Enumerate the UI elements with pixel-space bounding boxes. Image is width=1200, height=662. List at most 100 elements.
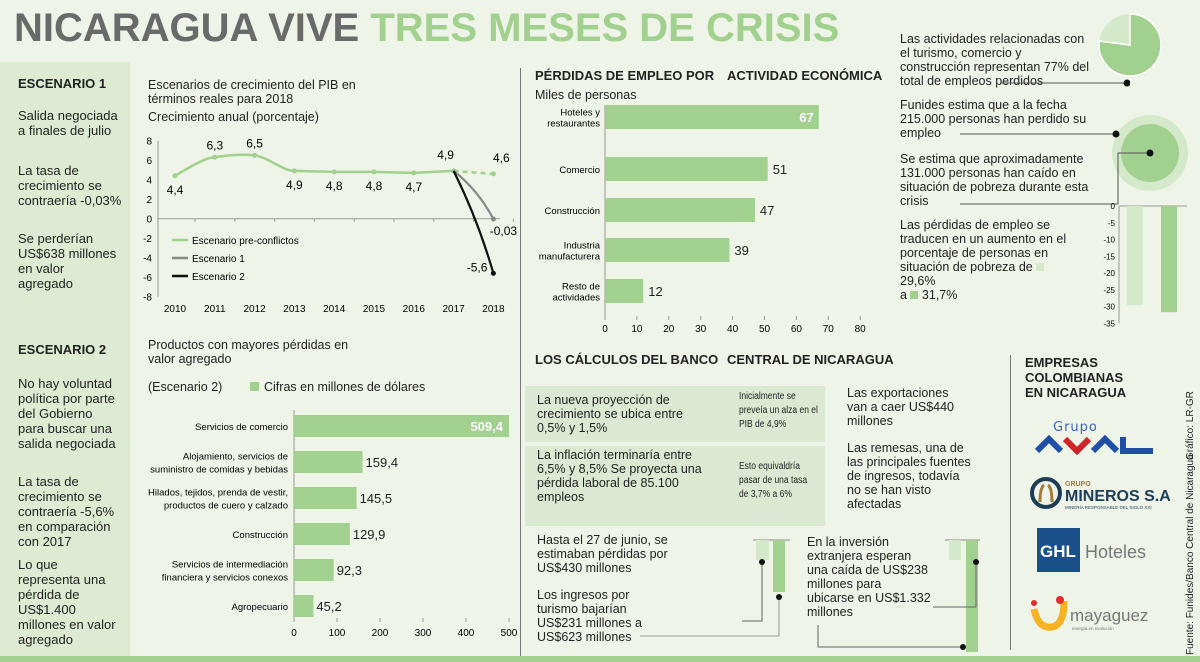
bank-inflation-note: Esto equivaldría pasar de una tasa de 3,…: [739, 461, 808, 500]
svg-text:MINERÍA RESPONSABLE DEL SIGLO: MINERÍA RESPONSABLE DEL SIGLO XXI: [1065, 504, 1152, 510]
bar: [294, 595, 314, 617]
scenario2-text3: Lo que representa una pérdida de US$1.40…: [18, 557, 116, 647]
employment-heading1: PÉRDIDAS DE EMPLEO POR: [535, 68, 715, 83]
bank-growth-text: La nueva proyección de crecimiento se ub…: [537, 393, 683, 435]
value-label: 45,2: [316, 599, 341, 614]
x-tick-label: 2015: [363, 304, 386, 315]
line-chart-subtitle: Crecimiento anual (porcentaje): [148, 110, 319, 124]
scenario-column: [0, 62, 130, 662]
poverty-bar-chart: 0 -5 -10 -15 -20 -25 -30 -35: [1103, 202, 1187, 328]
y-tick-label: -35: [1103, 319, 1115, 328]
swatch-after: [910, 291, 919, 299]
svg-text:MINEROS S.A.: MINEROS S.A.: [1065, 488, 1170, 505]
page-title: NICARAGUA VIVE TRES MESES DE CRISIS: [14, 6, 839, 51]
y-tick-label: -6: [143, 273, 152, 284]
category-label: Agropecuario: [231, 602, 288, 613]
y-tick-label: -10: [1103, 236, 1115, 245]
data-point: [411, 170, 417, 176]
x-tick-label: 60: [791, 324, 803, 335]
june-losses-text: Hasta el 27 de junio, se estimaban pérdi…: [537, 533, 668, 575]
scenario1-text2: La tasa de crecimiento se contraería -0,…: [18, 163, 122, 208]
x-tick-label: 2014: [323, 304, 346, 315]
data-label: 4,8: [326, 179, 343, 193]
bank-box-inflation: [525, 446, 825, 526]
x-tick-label: 2012: [243, 304, 266, 315]
svg-text:GHL: GHL: [1040, 542, 1076, 561]
scenario1-text3: Se perderían US$638 millones en valor ag…: [18, 231, 117, 291]
value-label: 509,4: [470, 419, 503, 434]
bar: [605, 105, 819, 129]
value-label: 159,4: [366, 455, 399, 470]
value-label: 67: [799, 110, 813, 125]
x-tick-label: 0: [602, 324, 608, 335]
connector-dot: [1146, 149, 1154, 157]
data-label: 6,5: [246, 136, 263, 150]
y-tick-label: -2: [143, 234, 152, 245]
data-label: 4,4: [167, 183, 184, 197]
bank-bars: [640, 539, 980, 652]
category-label: suministro de comidas y bebidas: [150, 465, 288, 476]
y-tick-label: -4: [143, 254, 152, 265]
value-label: 39: [734, 243, 748, 258]
svg-text:GRUPO: GRUPO: [1065, 481, 1091, 488]
y-tick-label: 4: [146, 176, 152, 187]
svg-text:energía en evolución: energía en evolución: [1072, 626, 1114, 631]
poverty-increase-text: Las pérdidas de empleo se traducen en un…: [900, 218, 1080, 302]
bar: [605, 157, 768, 181]
bar: [605, 198, 755, 222]
poverty-increase-label: Las pérdidas de empleo se traducen en un…: [900, 218, 1067, 274]
legend-label: Escenario 2: [192, 272, 245, 283]
data-point: [490, 216, 496, 222]
poverty-before: 29,6%: [900, 274, 936, 288]
logo-ghl-hoteles: GHL Hoteles: [1037, 528, 1167, 573]
scenario2-text1: No hay voluntad política por parte del G…: [18, 376, 116, 451]
category-label: actividades: [552, 293, 600, 304]
title-part2: TRES MESES DE CRISIS: [370, 6, 840, 50]
x-tick-label: 20: [663, 324, 675, 335]
data-point: [252, 152, 258, 158]
y-tick-label: 0: [1111, 202, 1116, 211]
legend-label: Cifras en millones de dólares: [264, 380, 426, 394]
y-tick-label: -5: [1108, 219, 1116, 228]
series-pre-conflict-projection: [453, 169, 494, 176]
bar-investment-238: [949, 540, 961, 560]
x-tick-label: 2010: [164, 304, 187, 315]
category-label: Hoteles y: [560, 108, 600, 119]
bar: [294, 451, 363, 473]
x-tick-label: 30: [695, 324, 707, 335]
y-tick-label: 2: [146, 195, 152, 206]
graphic-credit: Gráfico: LR-GR: [1185, 391, 1196, 460]
bar: [605, 279, 644, 303]
legend-label: Escenario pre-conflictos: [192, 236, 299, 247]
x-tick-label: 0: [291, 628, 297, 639]
value-label: 129,9: [353, 527, 386, 542]
remittances-text: Las remesas, una de las principales fuen…: [847, 441, 971, 511]
employment-subtitle: Miles de personas: [535, 88, 637, 102]
y-tick-label: 0: [146, 215, 152, 226]
data-point: [371, 169, 377, 175]
investment-text: En la inversión extranjera esperan una c…: [807, 535, 931, 619]
poverty-a: a: [900, 288, 907, 302]
pie-connector: [1000, 79, 1130, 87]
data-label: 6,3: [206, 138, 223, 152]
x-tick-label: 500: [501, 628, 518, 639]
bank-inflation-text: La inflación terminaría entre 6,5% y 8,5…: [537, 448, 702, 504]
bar: [294, 487, 357, 509]
category-label: Industria: [564, 241, 601, 252]
bank-heading2: CENTRAL DE NICARAGUA: [727, 352, 894, 367]
bar: [605, 238, 730, 262]
series-line: [452, 170, 495, 220]
line-chart: 8 6 4 2 0 -2 -4 -6 -8 2010 2011 2012 2013 2014 2015 201…: [143, 136, 517, 315]
bank-box-growth: [525, 386, 825, 442]
x-tick-label: 200: [372, 628, 389, 639]
x-tick-label: 2016: [403, 304, 426, 315]
category-label: Servicios de intermediación: [172, 560, 288, 571]
data-point: [490, 270, 496, 276]
poverty-text: Se estima que aproximadamente 131.000 pe…: [900, 152, 1089, 208]
pie-slice-main: [1098, 13, 1162, 77]
tourism-share-text: Las actividades relacionadas con el turi…: [900, 32, 1090, 88]
scenario2-text2: La tasa de crecimiento se contraería -5,…: [18, 474, 115, 549]
bar: [1161, 206, 1177, 313]
data-point: [331, 169, 337, 175]
